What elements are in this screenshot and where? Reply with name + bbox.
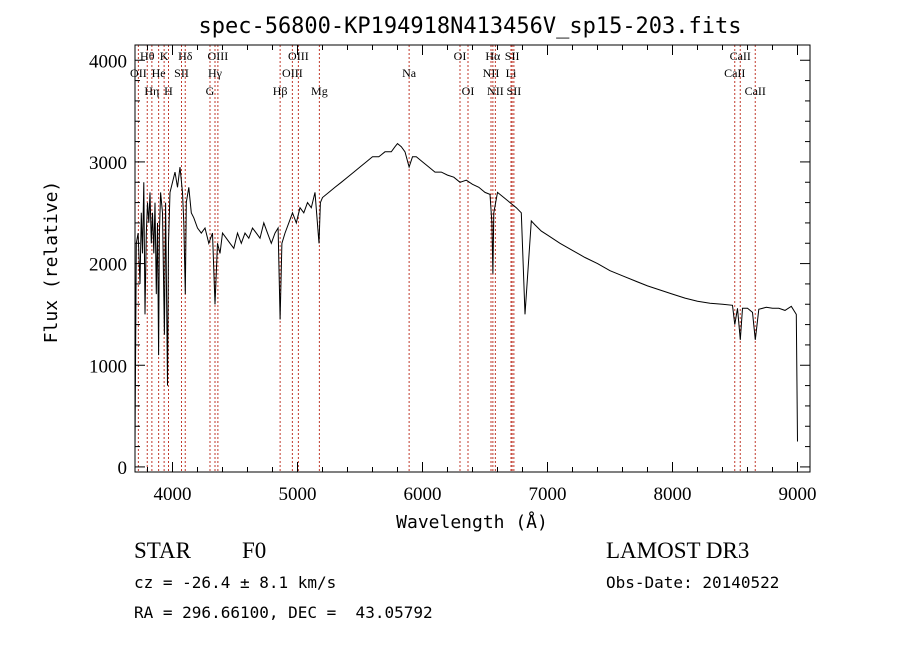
x-tick-label: 5000 [279,484,317,505]
spectral-line-label: NII [487,84,504,98]
y-tick-label: 1000 [89,356,127,377]
plot-frame [134,44,811,473]
spectral-line-label: Hη [144,84,159,98]
spectral-line-label: CaII [724,66,745,80]
y-tick-label: 3000 [89,153,127,174]
obs-date: Obs-Date: 20140522 [606,573,780,592]
x-tick-label: 7000 [529,484,567,505]
spectral-line-label: Hβ [273,84,288,98]
spectrum-series-line [134,142,798,447]
axis-ticks [135,45,810,472]
x-tick-label: 6000 [404,484,442,505]
spectral-line-label: Hθ [140,49,155,63]
x-tick-label: 8000 [654,484,692,505]
x-axis-label: Wavelength (Å) [396,511,548,533]
spectral-line-label: Hγ [208,66,223,80]
redshift-cz: cz = -26.4 ± 8.1 km/s [134,573,337,592]
y-axis-label: Flux (relative) [41,181,62,344]
spectral-line-label: H [164,84,173,98]
spectral-line-label: SII [174,66,189,80]
spectral-line-label: OI [454,49,467,63]
spectral-line-label: OIII [288,49,309,63]
spectral-line-label: Hα [485,49,501,63]
spectral-line-label: G [206,84,215,98]
spectral-line-label: OI [462,84,475,98]
spectral-line-label: K [160,49,169,63]
spectral-line-label: CaII [730,49,751,63]
spectral-line-label: Mg [311,84,328,98]
spectral-line-label: OII [130,66,147,80]
axis-tick-labels: 4000 5000 6000 7000 8000 9000 0 1000 2000 3000 400… [89,51,817,505]
x-tick-label: 9000 [779,484,817,505]
chart-title: spec-56800-KP194918N413456V_sp15-203.fit… [198,14,741,39]
spectral-line-markers [137,45,756,472]
spectral-line-label: Hδ [178,49,193,63]
spectral-line-label: OIII [282,66,303,80]
spectral-line-label: NII [483,66,500,80]
spectral-line-label: CaII [745,84,766,98]
y-tick-label: 4000 [89,51,127,72]
object-subclass: F0 [242,538,267,563]
spectral-line-label: He [152,66,166,80]
spectral-line-labels: OIIHθHηHeKHSIIHδGHγOIIIHβOIIIOIIIMgNaOIO… [130,49,766,98]
spectral-line-label: Na [402,66,417,80]
survey-name: LAMOST DR3 [606,538,750,563]
spectral-line-label: SII [505,49,520,63]
x-tick-label: 4000 [154,484,192,505]
y-tick-label: 0 [118,458,128,479]
spectral-line-label: SII [507,84,522,98]
object-class: STAR [134,538,191,563]
y-tick-label: 2000 [89,255,127,276]
spectral-line-label: OIII [208,49,229,63]
coordinates: RA = 296.66100, DEC = 43.05792 [134,603,433,622]
spectral-line-label: Li [506,66,517,80]
